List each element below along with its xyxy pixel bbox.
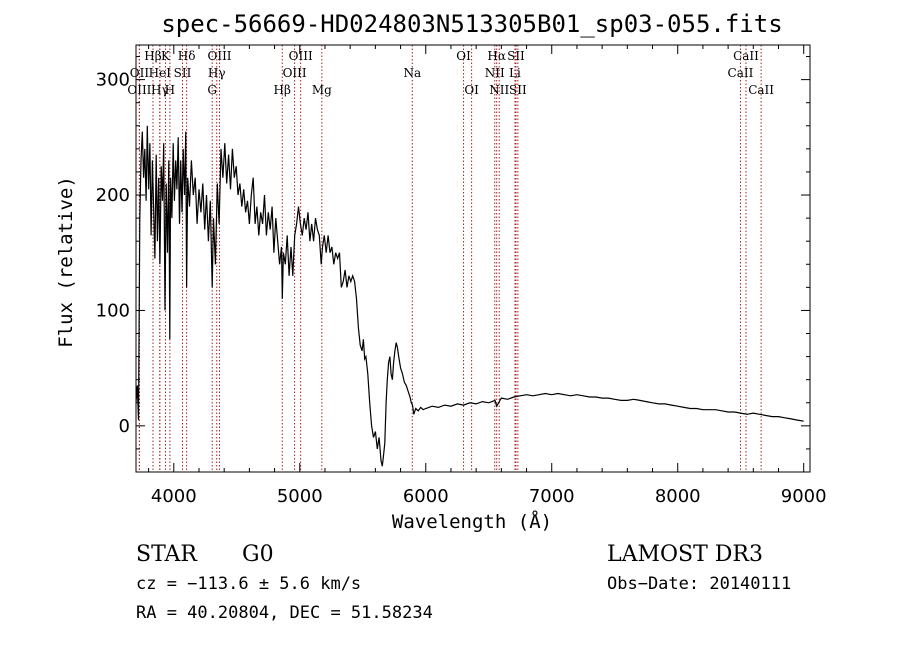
object-class: STAR [136, 542, 198, 567]
obs-date: Obs−Date: 20140111 [607, 574, 791, 594]
spectral-line-label-18: OI [464, 83, 479, 97]
plot-frame [135, 44, 811, 473]
spectral-line-label-26: CaII [733, 49, 759, 63]
y-tick-label-2: 200 [96, 185, 130, 206]
x-tick-label-5: 9000 [781, 486, 827, 507]
redshift-readout: cz = −113.6 ± 5.6 km/s [136, 574, 361, 594]
spectral-line-label-2: OIII [127, 83, 151, 97]
spectral-line-label-23: Li [509, 66, 521, 80]
spectral-line-label-3: Hγ [151, 83, 169, 97]
object-subclass: G0 [242, 542, 274, 567]
y-tick-label-0: 0 [119, 416, 130, 437]
spectral-line-label-7: Hδ [178, 49, 196, 63]
spectral-line-label-15: Mg [312, 83, 332, 97]
y-axis: 0 100 200 300 [96, 56, 810, 450]
y-tick-label-3: 300 [96, 70, 130, 91]
spectral-line-label-8: SII [174, 66, 192, 80]
coordinates: RA = 40.20804, DEC = 51.58234 [136, 603, 433, 623]
spectral-line-label-0: Hβ [144, 49, 161, 63]
spectral-line-label-6: H [165, 83, 175, 97]
x-axis: 4000 5000 6000 7000 8000 9000 [148, 45, 827, 507]
x-tick-label-0: 4000 [151, 486, 197, 507]
chart-title: spec-56669-HD024803N513305B01_sp03-055.f… [161, 10, 782, 38]
spectral-line-label-4: K [161, 49, 171, 63]
spectral-line-label-14: OIII [283, 66, 307, 80]
spectral-line-label-16: Na [403, 66, 421, 80]
x-axis-label: Wavelength (Å) [392, 510, 552, 533]
spectral-line-label-1: OII [130, 66, 150, 80]
spectral-line-label-13: OIII [289, 49, 313, 63]
line-markers [138, 45, 762, 472]
survey-name: LAMOST DR3 [607, 542, 763, 567]
spectral-line-label-22: SII [507, 49, 525, 63]
x-tick-label-1: 5000 [277, 486, 323, 507]
spectral-line-label-5: HeI [149, 66, 172, 80]
x-tick-label-3: 7000 [529, 486, 575, 507]
spectral-line-label-11: G [207, 83, 217, 97]
spectral-line-label-12: Hβ [274, 83, 291, 97]
spectral-line-label-10: Hγ [208, 66, 226, 80]
spectrum-line [135, 125, 804, 467]
spectral-line-label-24: SII [509, 83, 527, 97]
spectral-line-label-20: NII [485, 66, 505, 80]
spectral-line-label-25: CaII [728, 66, 754, 80]
spectral-line-label-21: NII [489, 83, 509, 97]
y-axis-label: Flux (relative) [55, 176, 77, 348]
spectral-line-label-17: OI [456, 49, 471, 63]
spectral-line-label-27: CaII [748, 83, 774, 97]
x-tick-label-4: 8000 [655, 486, 701, 507]
spectral-line-label-19: Hα [487, 49, 506, 63]
y-tick-label-1: 100 [96, 300, 130, 321]
spectral-line-label-9: OIII [207, 49, 231, 63]
x-tick-label-2: 6000 [403, 486, 449, 507]
